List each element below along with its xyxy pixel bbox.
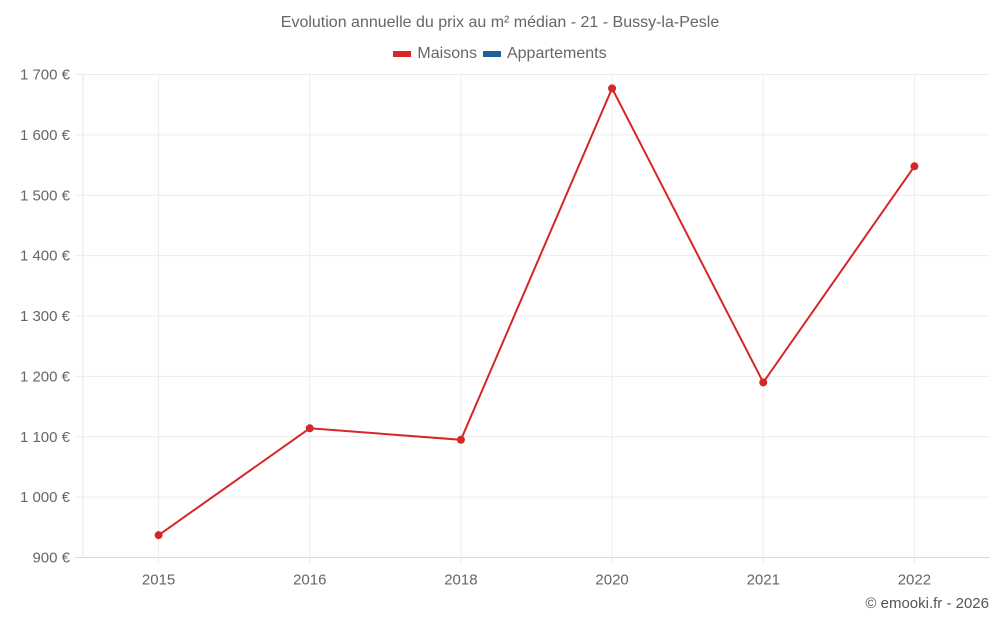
data-point[interactable] [608,84,617,93]
x-tick-label: 2016 [293,572,326,589]
y-axis: 900 € 1 000 € 1 100 € 1 200 € 1 300 € 1 400 €… [20,67,71,567]
y-tick-label: 1 000 € [20,489,71,506]
y-tick-label: 1 200 € [20,368,71,385]
y-tick-label: 1 400 € [20,248,71,265]
grid-lines [75,74,990,564]
y-tick-label: 1 700 € [20,67,71,84]
x-axis: 2015 2016 2018 2020 2021 2022 [142,572,931,589]
legend-label-appartements: Appartements [506,45,607,62]
x-tick-label: 2020 [595,572,628,589]
legend-item-maisons[interactable]: Maisons [393,45,477,63]
copyright-credit: © emooki.fr - 2026 [865,595,989,612]
chart-title: Evolution annuelle du prix au m² médian … [280,14,720,31]
x-tick-label: 2015 [142,572,175,589]
y-tick-label: 1 600 € [20,127,71,144]
series-maisons [154,84,919,540]
data-point[interactable] [759,378,768,387]
y-tick-label: 900 € [32,550,70,567]
legend-label-maisons: Maisons [417,45,477,62]
data-point[interactable] [910,162,919,171]
y-tick-label: 1 300 € [20,308,71,325]
x-tick-label: 2021 [747,572,780,589]
x-tick-label: 2022 [898,572,931,589]
legend: Maisons Appartements [0,45,1000,63]
legend-item-appartements[interactable]: Appartements [482,45,607,63]
y-tick-label: 1 100 € [20,429,71,446]
data-point[interactable] [456,435,465,444]
data-point[interactable] [305,424,314,433]
x-tick-label: 2018 [444,572,477,589]
data-point[interactable] [154,531,163,540]
y-tick-label: 1 500 € [20,187,71,204]
appartements-swatch-icon [482,51,501,57]
maisons-swatch-icon [393,51,412,57]
